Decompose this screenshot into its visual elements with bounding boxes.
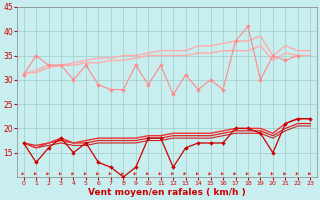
X-axis label: Vent moyen/en rafales ( km/h ): Vent moyen/en rafales ( km/h ) <box>88 188 246 197</box>
